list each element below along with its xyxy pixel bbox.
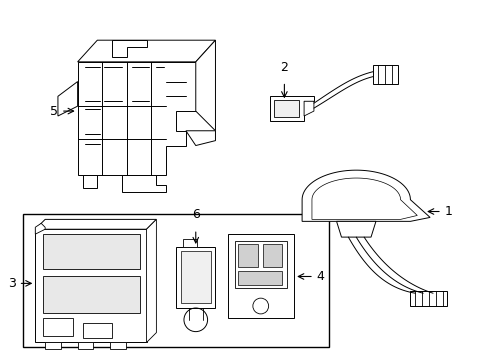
Polygon shape (183, 239, 197, 247)
Polygon shape (176, 247, 216, 308)
Polygon shape (238, 244, 258, 267)
Polygon shape (43, 276, 140, 313)
Polygon shape (112, 40, 147, 57)
Polygon shape (122, 175, 166, 192)
Polygon shape (77, 62, 196, 175)
Polygon shape (228, 234, 294, 318)
Polygon shape (43, 318, 73, 336)
Text: 6: 6 (192, 208, 200, 221)
Polygon shape (263, 244, 282, 267)
Polygon shape (235, 241, 287, 288)
Polygon shape (302, 170, 430, 221)
Polygon shape (411, 291, 447, 306)
Polygon shape (77, 40, 216, 62)
Polygon shape (110, 342, 126, 349)
Polygon shape (373, 65, 397, 84)
Polygon shape (304, 101, 314, 116)
Text: 5: 5 (50, 105, 58, 118)
Polygon shape (196, 40, 216, 131)
Text: 1: 1 (445, 205, 453, 218)
Text: 4: 4 (317, 270, 325, 283)
Polygon shape (35, 219, 156, 229)
Polygon shape (35, 223, 45, 234)
Polygon shape (77, 342, 94, 349)
Polygon shape (238, 271, 282, 285)
Polygon shape (45, 342, 61, 349)
Text: 2: 2 (280, 61, 288, 74)
Polygon shape (312, 178, 417, 219)
Text: 3: 3 (8, 277, 16, 290)
Polygon shape (181, 251, 211, 303)
Polygon shape (35, 229, 147, 342)
Polygon shape (82, 175, 98, 188)
Polygon shape (337, 221, 376, 237)
Polygon shape (273, 100, 299, 117)
Polygon shape (58, 82, 77, 116)
Polygon shape (270, 96, 314, 121)
Polygon shape (147, 219, 156, 342)
Polygon shape (82, 323, 112, 338)
Polygon shape (43, 234, 140, 269)
Bar (24, 215, 329, 347)
Polygon shape (186, 131, 216, 145)
